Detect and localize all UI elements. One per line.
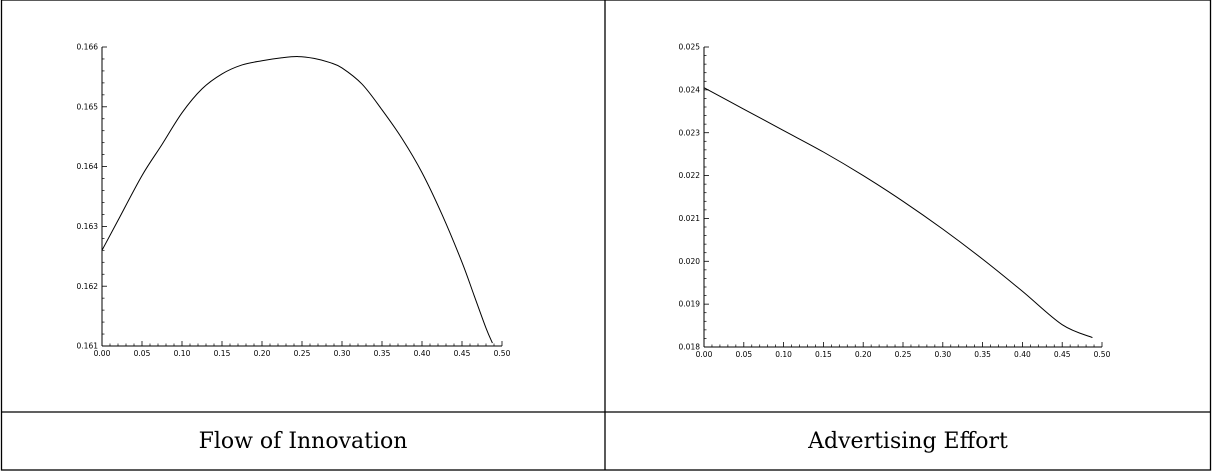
x-tick-label: 0.45	[454, 349, 471, 358]
x-tick-label: 0.20	[855, 350, 872, 359]
right-caption: Advertising Effort	[807, 429, 1008, 454]
x-tick-label: 0.00	[94, 349, 111, 358]
y-tick-label: 0.162	[77, 282, 99, 291]
x-tick-label: 0.25	[895, 350, 912, 359]
x-tick-label: 0.10	[775, 350, 792, 359]
innovation-chart: 0.00 0.05 0.10 0.15 0.20 0.25 0.30 0.35 0.40 0.45…	[77, 43, 511, 358]
y-tick-label: 0.024	[679, 85, 701, 94]
y-tick-label: 0.164	[77, 162, 99, 171]
x-tick-label: 0.15	[214, 349, 231, 358]
x-tick-label: 0.00	[696, 350, 713, 359]
y-tick-label: 0.018	[679, 343, 701, 352]
y-tick-label: 0.019	[679, 300, 701, 309]
series-line	[703, 87, 1093, 339]
series-line	[101, 56, 493, 344]
x-tick-label: 0.35	[974, 350, 991, 359]
x-tick-label: 0.20	[254, 349, 271, 358]
y-tick-label: 0.165	[77, 102, 99, 111]
y-tick-label: 0.161	[77, 342, 99, 351]
y-tick-label: 0.166	[77, 43, 99, 52]
x-tick-label: 0.25	[294, 349, 311, 358]
y-tick-label: 0.163	[77, 222, 99, 231]
x-tick-label: 0.40	[1014, 350, 1031, 359]
y-tick-label: 0.022	[679, 171, 701, 180]
x-tick-label: 0.35	[374, 349, 391, 358]
x-tick-label: 0.50	[494, 349, 511, 358]
y-tick-label: 0.020	[679, 257, 701, 266]
x-tick-label: 0.40	[414, 349, 431, 358]
x-tick-label: 0.45	[1054, 350, 1071, 359]
x-tick-label: 0.30	[934, 350, 951, 359]
y-tick-label: 0.025	[679, 43, 701, 52]
y-tick-label: 0.021	[679, 214, 701, 223]
x-tick-label: 0.30	[334, 349, 351, 358]
x-tick-label: 0.50	[1094, 350, 1111, 359]
x-tick-label: 0.05	[134, 349, 151, 358]
x-tick-label: 0.10	[174, 349, 191, 358]
x-tick-label: 0.15	[815, 350, 832, 359]
left-caption: Flow of Innovation	[199, 429, 408, 454]
y-tick-label: 0.023	[679, 128, 701, 137]
x-tick-label: 0.05	[735, 350, 752, 359]
advertising-chart: 0.00 0.05 0.10 0.15 0.20 0.25 0.30 0.35 0.40 0.45…	[679, 43, 1111, 359]
